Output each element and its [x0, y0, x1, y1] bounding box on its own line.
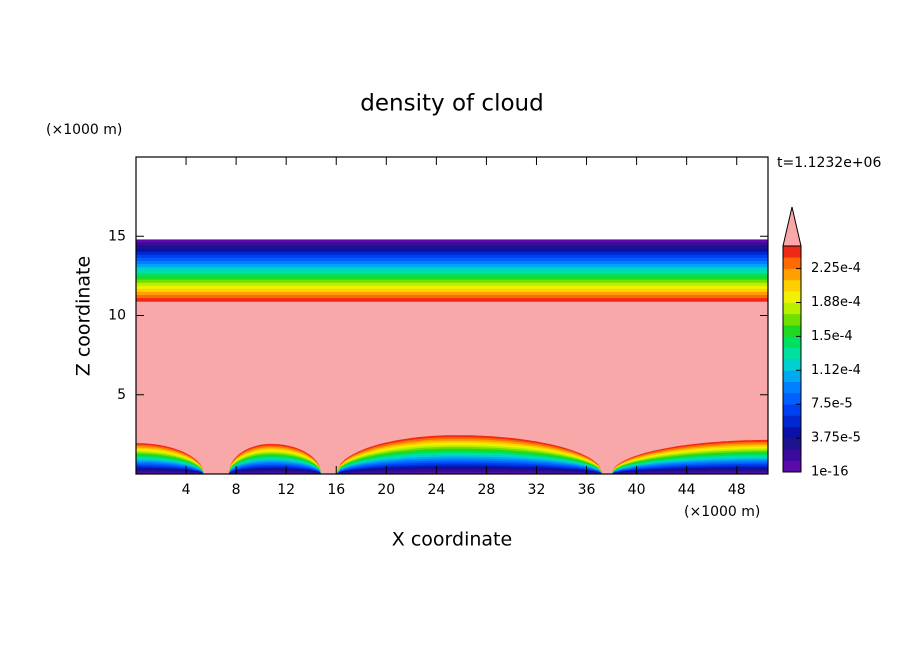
- upper-band: [136, 245, 768, 250]
- y-tick-label: 15: [108, 228, 126, 244]
- x-axis-label: X coordinate: [392, 529, 512, 551]
- colorbar-band: [783, 336, 801, 348]
- field-layers: [136, 239, 768, 474]
- colorbar-band: [783, 257, 801, 269]
- upper-band: [136, 267, 768, 271]
- upper-band: [136, 239, 768, 244]
- colorbar-tick-label: 7.5e-5: [811, 397, 853, 412]
- y-unit: (×1000 m): [46, 122, 122, 138]
- axes: 4 8 12 16 20 24 28 32 36 40 44 48510151e-163.75e-57…: [108, 156, 861, 498]
- colorbar-band: [783, 291, 801, 303]
- upper-band: [136, 273, 768, 278]
- colorbar-over: [782, 206, 802, 247]
- colorbar-band: [783, 313, 801, 326]
- upper-band: [136, 288, 768, 293]
- colorbar-band: [783, 302, 801, 315]
- chart-title: density of cloud: [360, 91, 543, 117]
- upper-band: [136, 264, 768, 268]
- colorbar-band: [783, 359, 801, 371]
- x-tick-label: 12: [277, 482, 295, 498]
- upper-band: [136, 276, 768, 281]
- colorbar-frame: [782, 245, 802, 473]
- upper-band: [136, 254, 768, 259]
- upper-band: [136, 270, 768, 274]
- colorbar-band: [783, 325, 801, 337]
- colorbar-band: [783, 404, 801, 416]
- colorbar-band: [783, 392, 801, 405]
- upper-band: [136, 291, 768, 296]
- x-tick-label: 36: [578, 482, 596, 498]
- colorbar-band: [783, 438, 801, 450]
- colorbar-tick-label: 1.12e-4: [811, 363, 861, 378]
- x-tick-label: 8: [232, 482, 241, 498]
- y-tick-label: 5: [117, 387, 126, 403]
- x-tick-label: 44: [678, 482, 696, 498]
- upper-band: [136, 251, 768, 256]
- colorbar-band: [783, 268, 801, 281]
- colorbar-band: [783, 381, 801, 394]
- contour-field: [136, 239, 768, 474]
- colorbar-band: [783, 426, 801, 439]
- x-tick-label: 40: [628, 482, 646, 498]
- colorbar-band: [783, 279, 801, 292]
- upper-band: [136, 295, 768, 299]
- y-axis-label: Z coordinate: [73, 256, 95, 376]
- x-tick-label: 20: [377, 482, 395, 498]
- upper-band: [136, 248, 768, 253]
- x-unit: (×1000 m): [684, 504, 760, 520]
- colorbar-band: [783, 246, 801, 258]
- x-tick-label: 28: [478, 482, 496, 498]
- y-tick-label: 10: [108, 308, 126, 324]
- upper-band: [136, 282, 768, 287]
- upper-band: [136, 298, 768, 302]
- colorbar-band: [783, 460, 801, 473]
- upper-band: [136, 285, 768, 290]
- time-label: t=1.1232e+06: [777, 155, 881, 171]
- colorbar-tick-label: 1.88e-4: [811, 295, 861, 310]
- colorbar-band: [783, 449, 801, 461]
- x-tick-label: 24: [427, 482, 445, 498]
- colorbar-band: [783, 415, 801, 428]
- x-tick-label: 4: [182, 482, 191, 498]
- upper-band: [136, 242, 768, 247]
- upper-band: [136, 257, 768, 262]
- colorbar-band: [783, 347, 801, 360]
- x-tick-label: 32: [528, 482, 546, 498]
- colorbar-tick-label: 2.25e-4: [811, 261, 861, 276]
- x-tick-label: 48: [728, 482, 746, 498]
- colorbar-tick-label: 1e-16: [811, 465, 849, 480]
- upper-band: [136, 261, 768, 265]
- x-tick-label: 16: [327, 482, 345, 498]
- colorbar-band: [783, 370, 801, 382]
- colorbar-tick-label: 1.5e-4: [811, 329, 853, 344]
- colorbar-tick-label: 3.75e-5: [811, 431, 861, 446]
- upper-band: [136, 279, 768, 284]
